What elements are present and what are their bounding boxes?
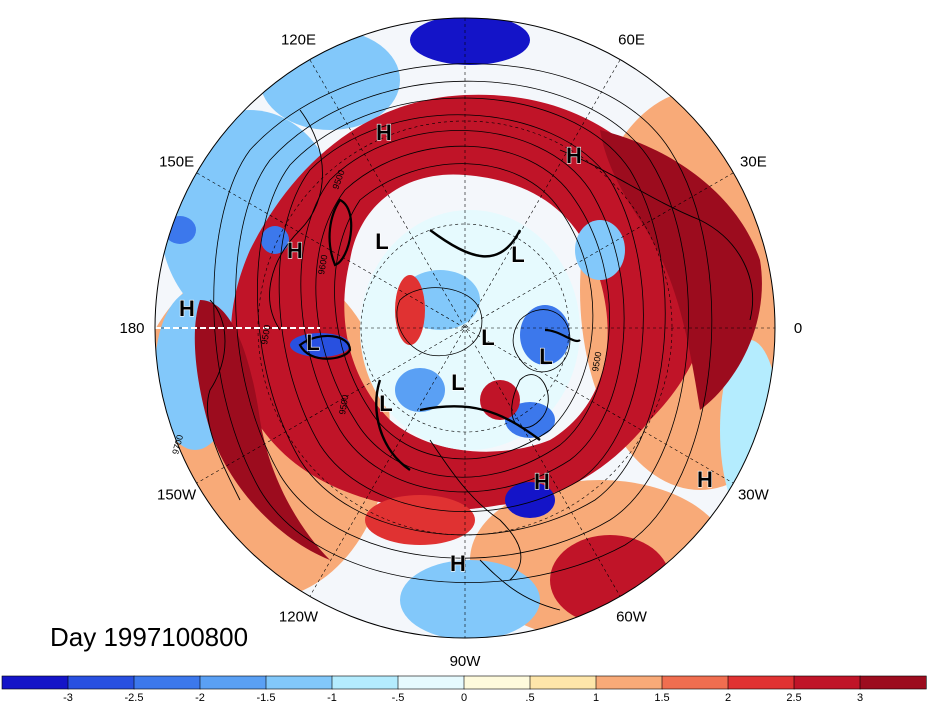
colorbar-label: -1 xyxy=(327,692,337,702)
colorbar-swatch xyxy=(397,675,465,690)
longitude-label: 120E xyxy=(281,32,316,49)
anomaly-patch xyxy=(550,535,670,625)
high-pressure-marker: H xyxy=(697,467,713,492)
anomaly-patch xyxy=(520,305,570,365)
contour-label: 9600 xyxy=(316,254,329,275)
map-border xyxy=(154,17,776,639)
colorbar-label: 1.5 xyxy=(654,692,669,702)
longitude-label: 60E xyxy=(618,32,645,49)
high-pressure-marker: H xyxy=(450,551,466,576)
low-pressure-marker: L xyxy=(306,330,319,355)
anomaly-patch xyxy=(480,380,520,420)
colorbar-label: -2.5 xyxy=(125,692,144,702)
high-pressure-marker: H xyxy=(287,238,303,263)
graticule xyxy=(155,18,775,638)
map-disk xyxy=(155,18,775,638)
colorbar-swatch xyxy=(331,675,399,690)
longitude-label: 60W xyxy=(616,608,648,625)
colorbar-label: .5 xyxy=(525,692,534,702)
colorbar-label: -1.5 xyxy=(257,692,276,702)
contour-label: 9500 xyxy=(337,394,350,415)
high-pressure-marker: H xyxy=(566,143,582,168)
colorbar-label: -.5 xyxy=(392,692,405,702)
longitude-label: 30W xyxy=(738,487,770,504)
anomaly-patch xyxy=(164,216,196,244)
low-pressure-marker: L xyxy=(375,229,388,254)
low-pressure-marker: L xyxy=(451,370,464,395)
anomaly-patch xyxy=(505,402,555,438)
colorbar-swatch xyxy=(133,675,201,690)
low-pressure-marker: L xyxy=(481,325,494,350)
anomaly-patch xyxy=(395,368,445,412)
colorbar-swatch xyxy=(793,675,861,690)
anomaly-patch xyxy=(505,482,555,518)
anomaly-field xyxy=(155,18,775,638)
longitude-label: 150W xyxy=(157,487,197,504)
coastlines xyxy=(206,109,753,611)
longitude-labels: 90E 60E 30E 0 30W 60W 90W 120W 150W 180 150E 120E xyxy=(119,0,802,670)
colorbar-swatch xyxy=(529,675,597,690)
colorbar-label: 2.5 xyxy=(786,692,801,702)
colorbar: -3 -2.5 -2 -1.5 -1 -.5 0 .5 1 1.5 2 2.5 3 xyxy=(1,675,927,702)
anomaly-patch xyxy=(600,130,762,410)
colorbar-label: 3 xyxy=(857,692,863,702)
anomaly-patch xyxy=(575,220,625,280)
anomaly-ring xyxy=(230,94,711,510)
longitude-label: 0 xyxy=(794,320,802,337)
longitude-label: 180 xyxy=(119,320,144,337)
contour-label: 9500 xyxy=(590,351,603,372)
low-pressure-marker: L xyxy=(511,242,524,267)
colorbar-label: 0 xyxy=(461,692,467,702)
anomaly-patch xyxy=(410,18,530,65)
height-contours xyxy=(213,63,713,583)
colorbar-swatch xyxy=(859,675,927,690)
colorbar-label: -3 xyxy=(63,692,73,702)
anomaly-patch xyxy=(400,560,540,638)
longitude-label: 150E xyxy=(159,154,194,171)
anomaly-patch xyxy=(395,275,425,345)
anomaly-patch xyxy=(194,300,330,560)
longitude-label: 90W xyxy=(450,653,482,670)
colorbar-swatch xyxy=(661,675,729,690)
high-pressure-marker: H xyxy=(179,296,195,321)
colorbar-swatch xyxy=(727,675,795,690)
colorbar-label: -2 xyxy=(195,692,205,702)
colorbar-swatch xyxy=(595,675,663,690)
colorbar-swatch xyxy=(199,675,267,690)
date-title: Day 1997100800 xyxy=(50,622,248,652)
high-pressure-marker: H xyxy=(376,120,392,145)
contour-label: 9500 xyxy=(259,324,272,345)
longitude-label: 30E xyxy=(740,154,767,171)
colorbar-swatch xyxy=(1,675,69,690)
colorbar-swatch xyxy=(463,675,531,690)
high-pressure-marker: H xyxy=(534,469,550,494)
colorbar-swatch xyxy=(265,675,333,690)
colorbar-label: 2 xyxy=(725,692,731,702)
colorbar-swatch xyxy=(67,675,135,690)
longitude-label: 90E xyxy=(452,0,479,4)
longitude-label: 120W xyxy=(279,608,319,625)
low-pressure-marker: L xyxy=(539,344,552,369)
low-pressure-marker: L xyxy=(379,391,392,416)
anomaly-patch xyxy=(365,495,475,545)
colorbar-label: 1 xyxy=(593,692,599,702)
